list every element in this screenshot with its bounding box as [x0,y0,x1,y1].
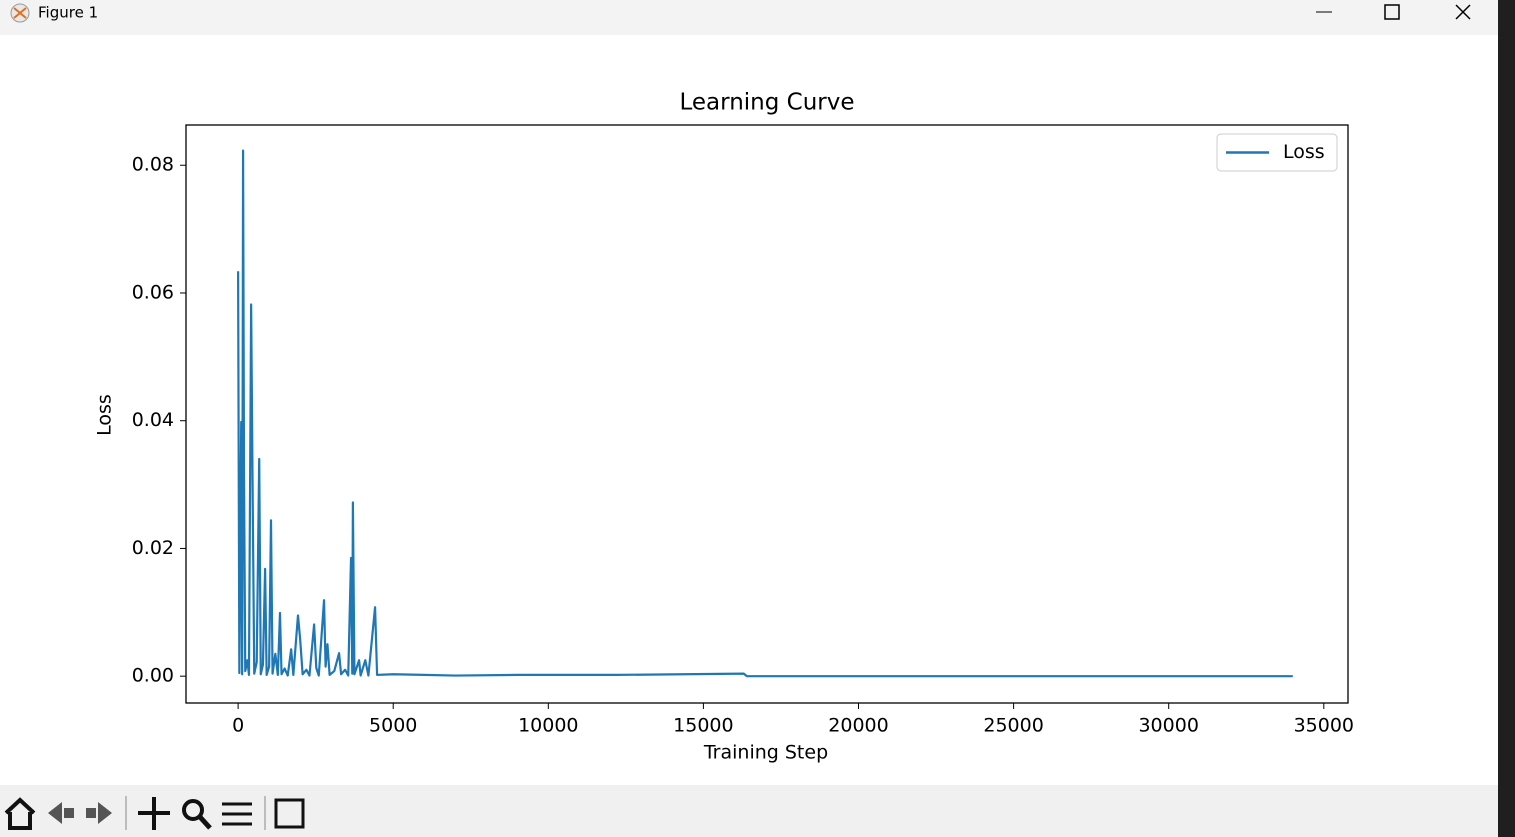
x-axis-label: Training Step [703,742,828,764]
chart-title: Learning Curve [679,90,854,116]
legend-label: Loss [1283,141,1325,163]
forward-button[interactable] [86,802,112,824]
x-tick-label: 35000 [1294,715,1354,737]
zoom-button[interactable] [182,799,204,821]
plot: Learning Curve Training Step Loss 0 5000 1… [94,90,1355,764]
x-tick-label: 15000 [673,715,733,737]
save-button[interactable] [274,798,305,829]
x-tick-label: 0 [232,715,244,737]
configure-button[interactable] [222,802,252,826]
y-tick-label: 0.06 [132,281,174,303]
y-axis-label: Loss [94,394,116,436]
y-tick-label: 0.00 [132,665,174,687]
x-tick-label: 5000 [369,715,417,737]
toolbar-icons [4,796,305,830]
x-tick-label: 20000 [828,715,888,737]
window-title: Figure 1 [38,4,98,22]
title-bar [0,0,1498,35]
y-tick-label: 0.04 [132,409,174,431]
y-tick-label: 0.02 [132,537,174,559]
x-tick-label: 30000 [1138,715,1198,737]
y-tick-label: 0.08 [132,154,174,176]
x-tick-label: 10000 [518,715,578,737]
close-button[interactable] [1455,4,1471,20]
pan-button[interactable] [138,797,170,830]
zoom-handle [198,815,212,830]
legend-box [1216,133,1338,172]
maximize-button[interactable] [1384,4,1400,20]
plot-frame [185,124,1349,704]
line-series [237,149,1293,678]
app-icon-mark [13,7,27,19]
x-tick-label: 25000 [983,715,1043,737]
back-button[interactable] [48,802,74,824]
toolbar [0,785,1498,837]
background-strip [1498,0,1515,837]
home-button[interactable] [4,797,36,830]
